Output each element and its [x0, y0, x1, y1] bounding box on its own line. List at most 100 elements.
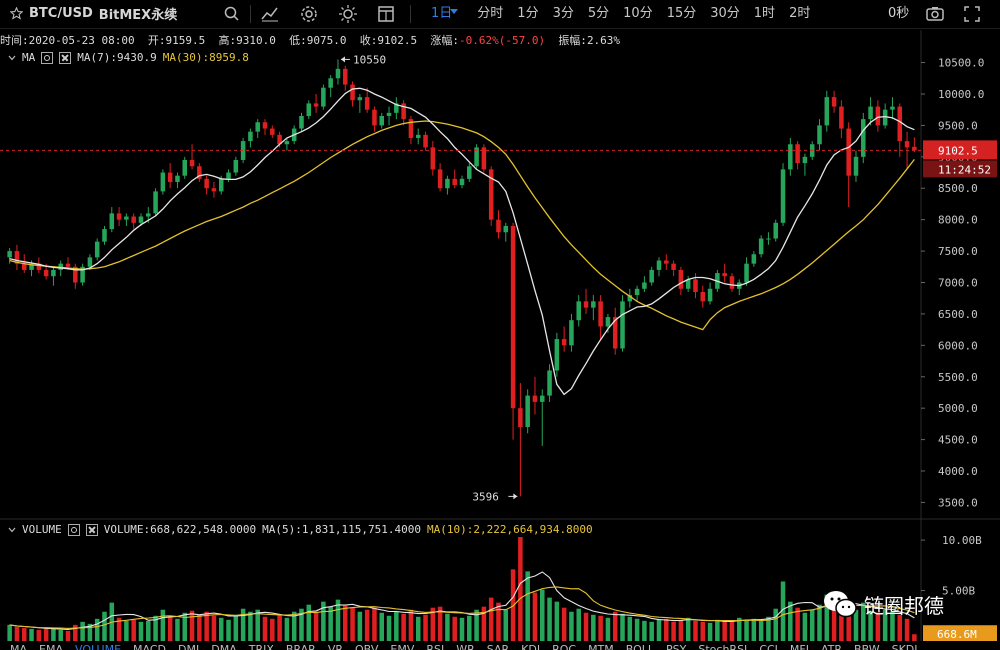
volume-bar	[700, 621, 706, 641]
volume-bar	[525, 571, 530, 641]
indicator-tab-obv[interactable]: OBV	[355, 643, 379, 650]
candle-body	[744, 263, 749, 283]
indicator-tab-atr[interactable]: ATR	[820, 643, 843, 650]
volume-bar	[831, 603, 837, 641]
timeframe-4[interactable]: 5分	[587, 6, 610, 21]
indicator-tab-macd[interactable]: MACD	[133, 643, 167, 650]
price-tick-label: 5500.0	[938, 371, 978, 384]
volume-bar	[102, 611, 107, 641]
indicator-tab-vr[interactable]: VR	[327, 643, 343, 650]
chevron-down-icon[interactable]	[450, 9, 458, 14]
candle-body	[14, 251, 20, 264]
volume-bar	[7, 624, 12, 641]
candle-body	[343, 68, 348, 85]
indicator-tab-ma[interactable]: MA	[10, 643, 28, 650]
candle-body	[21, 263, 27, 270]
countdown-value: 11:24:52	[938, 163, 991, 176]
indicator-tab-wr[interactable]: WR	[456, 643, 475, 650]
indicator-tab-sar[interactable]: SAR	[486, 643, 510, 650]
indicator-tab-mtm[interactable]: MTM	[588, 643, 614, 650]
volume-ma10-value: MA(10):2,222,664,934.8000	[427, 523, 593, 536]
close-icon[interactable]	[85, 523, 98, 536]
candle-body	[503, 225, 509, 233]
volume-bar	[839, 608, 844, 641]
settings-icon[interactable]	[67, 523, 80, 536]
search-icon[interactable]	[222, 4, 242, 24]
timeframe-2[interactable]: 1分	[517, 6, 539, 21]
candle-body	[160, 172, 166, 192]
volume-bar	[277, 614, 282, 641]
timeframe-5[interactable]: 10分	[623, 6, 653, 21]
indicator-tab-ema[interactable]: EMA	[39, 643, 63, 650]
indicator-tab-roc[interactable]: ROC	[552, 643, 577, 650]
toolbar-divider	[410, 5, 411, 23]
indicator-tab-mfi[interactable]: MFI	[789, 643, 809, 650]
volume-bar	[248, 611, 253, 641]
price-tick-label: 5000.0	[938, 402, 978, 415]
wechat-logo-icon	[824, 591, 857, 618]
indicator-tab-kdj[interactable]: KDJ	[521, 643, 541, 650]
indicator-tab-bbw[interactable]: BBW	[854, 643, 880, 650]
layout-icon[interactable]	[376, 4, 396, 24]
candle-body	[583, 301, 589, 308]
timeframe-3[interactable]: 3分	[552, 6, 574, 21]
candle-body	[350, 84, 355, 101]
candle-body	[146, 213, 151, 217]
gear-icon[interactable]	[299, 4, 319, 24]
candle-body	[831, 97, 837, 107]
timeframe-1[interactable]: 分时	[477, 6, 504, 21]
volume-bar	[642, 620, 647, 641]
volume-bar	[583, 612, 589, 641]
settings-icon[interactable]	[41, 51, 54, 64]
candle-body	[415, 134, 421, 138]
candle-body	[189, 159, 195, 167]
indicator-tab-stochrsi[interactable]: StochRSI	[698, 643, 748, 650]
volume-bar	[612, 611, 618, 641]
timeframe-6[interactable]: 15分	[666, 6, 697, 21]
timeframe-7[interactable]: 30分	[710, 6, 740, 21]
volume-bar	[138, 621, 144, 641]
fullscreen-icon[interactable]	[962, 4, 982, 24]
indicator-tab-trix[interactable]: TRIX	[248, 643, 274, 650]
price-tick-label: 8000.0	[938, 214, 978, 227]
indicator-tab-cci[interactable]: CCI	[759, 643, 778, 650]
volume-bar	[817, 604, 822, 641]
timeframe-0[interactable]: 1日	[431, 6, 453, 21]
volume-bar	[94, 618, 100, 641]
timeframe-9[interactable]: 2时	[789, 6, 811, 21]
candle-body	[372, 109, 377, 126]
candle-body	[671, 263, 676, 270]
current-price-label: 9102.5	[938, 144, 978, 157]
indicator-tab-brar[interactable]: BRAR	[285, 643, 316, 650]
indicator-tab-psy[interactable]: PSY	[666, 643, 687, 650]
volume-ma5-value: MA(5):1,831,115,751.4000	[262, 523, 422, 536]
indicator-icon[interactable]	[260, 4, 280, 24]
indicator-tab-rsi[interactable]: RSI	[426, 643, 445, 650]
camera-icon[interactable]	[925, 4, 945, 24]
indicator-tab-skdj[interactable]: SKDJ	[891, 643, 918, 650]
chevron-down-icon[interactable]	[8, 54, 16, 62]
close-icon[interactable]	[59, 51, 72, 64]
indicator-tab-emv[interactable]: EMV	[390, 643, 415, 650]
candle-body	[897, 106, 903, 142]
volume-tick-label: 10.00B	[942, 534, 982, 547]
indicator-tab-dma[interactable]: DMA	[211, 643, 237, 650]
indicator-tab-dmi[interactable]: DMI	[178, 643, 200, 650]
symbol-selector[interactable]: BTC/USD BitMEX永续	[10, 4, 177, 23]
volume-bar	[795, 607, 800, 641]
theme-icon[interactable]	[338, 4, 358, 24]
volume-bar	[299, 608, 304, 641]
low-annotation: 3596	[472, 490, 499, 503]
star-icon[interactable]	[10, 7, 23, 20]
indicator-tab-boll[interactable]: BOLL	[625, 643, 655, 650]
chevron-down-icon[interactable]	[8, 526, 16, 534]
volume-bar	[882, 609, 888, 641]
candle-body	[539, 395, 545, 402]
timeframe-8[interactable]: 1时	[753, 6, 776, 21]
candle-body	[218, 178, 224, 192]
volume-bar	[270, 618, 275, 641]
volume-bar	[539, 589, 545, 641]
volume-bar	[656, 619, 662, 641]
indicator-tab-volume[interactable]: VOLUME	[74, 643, 122, 650]
